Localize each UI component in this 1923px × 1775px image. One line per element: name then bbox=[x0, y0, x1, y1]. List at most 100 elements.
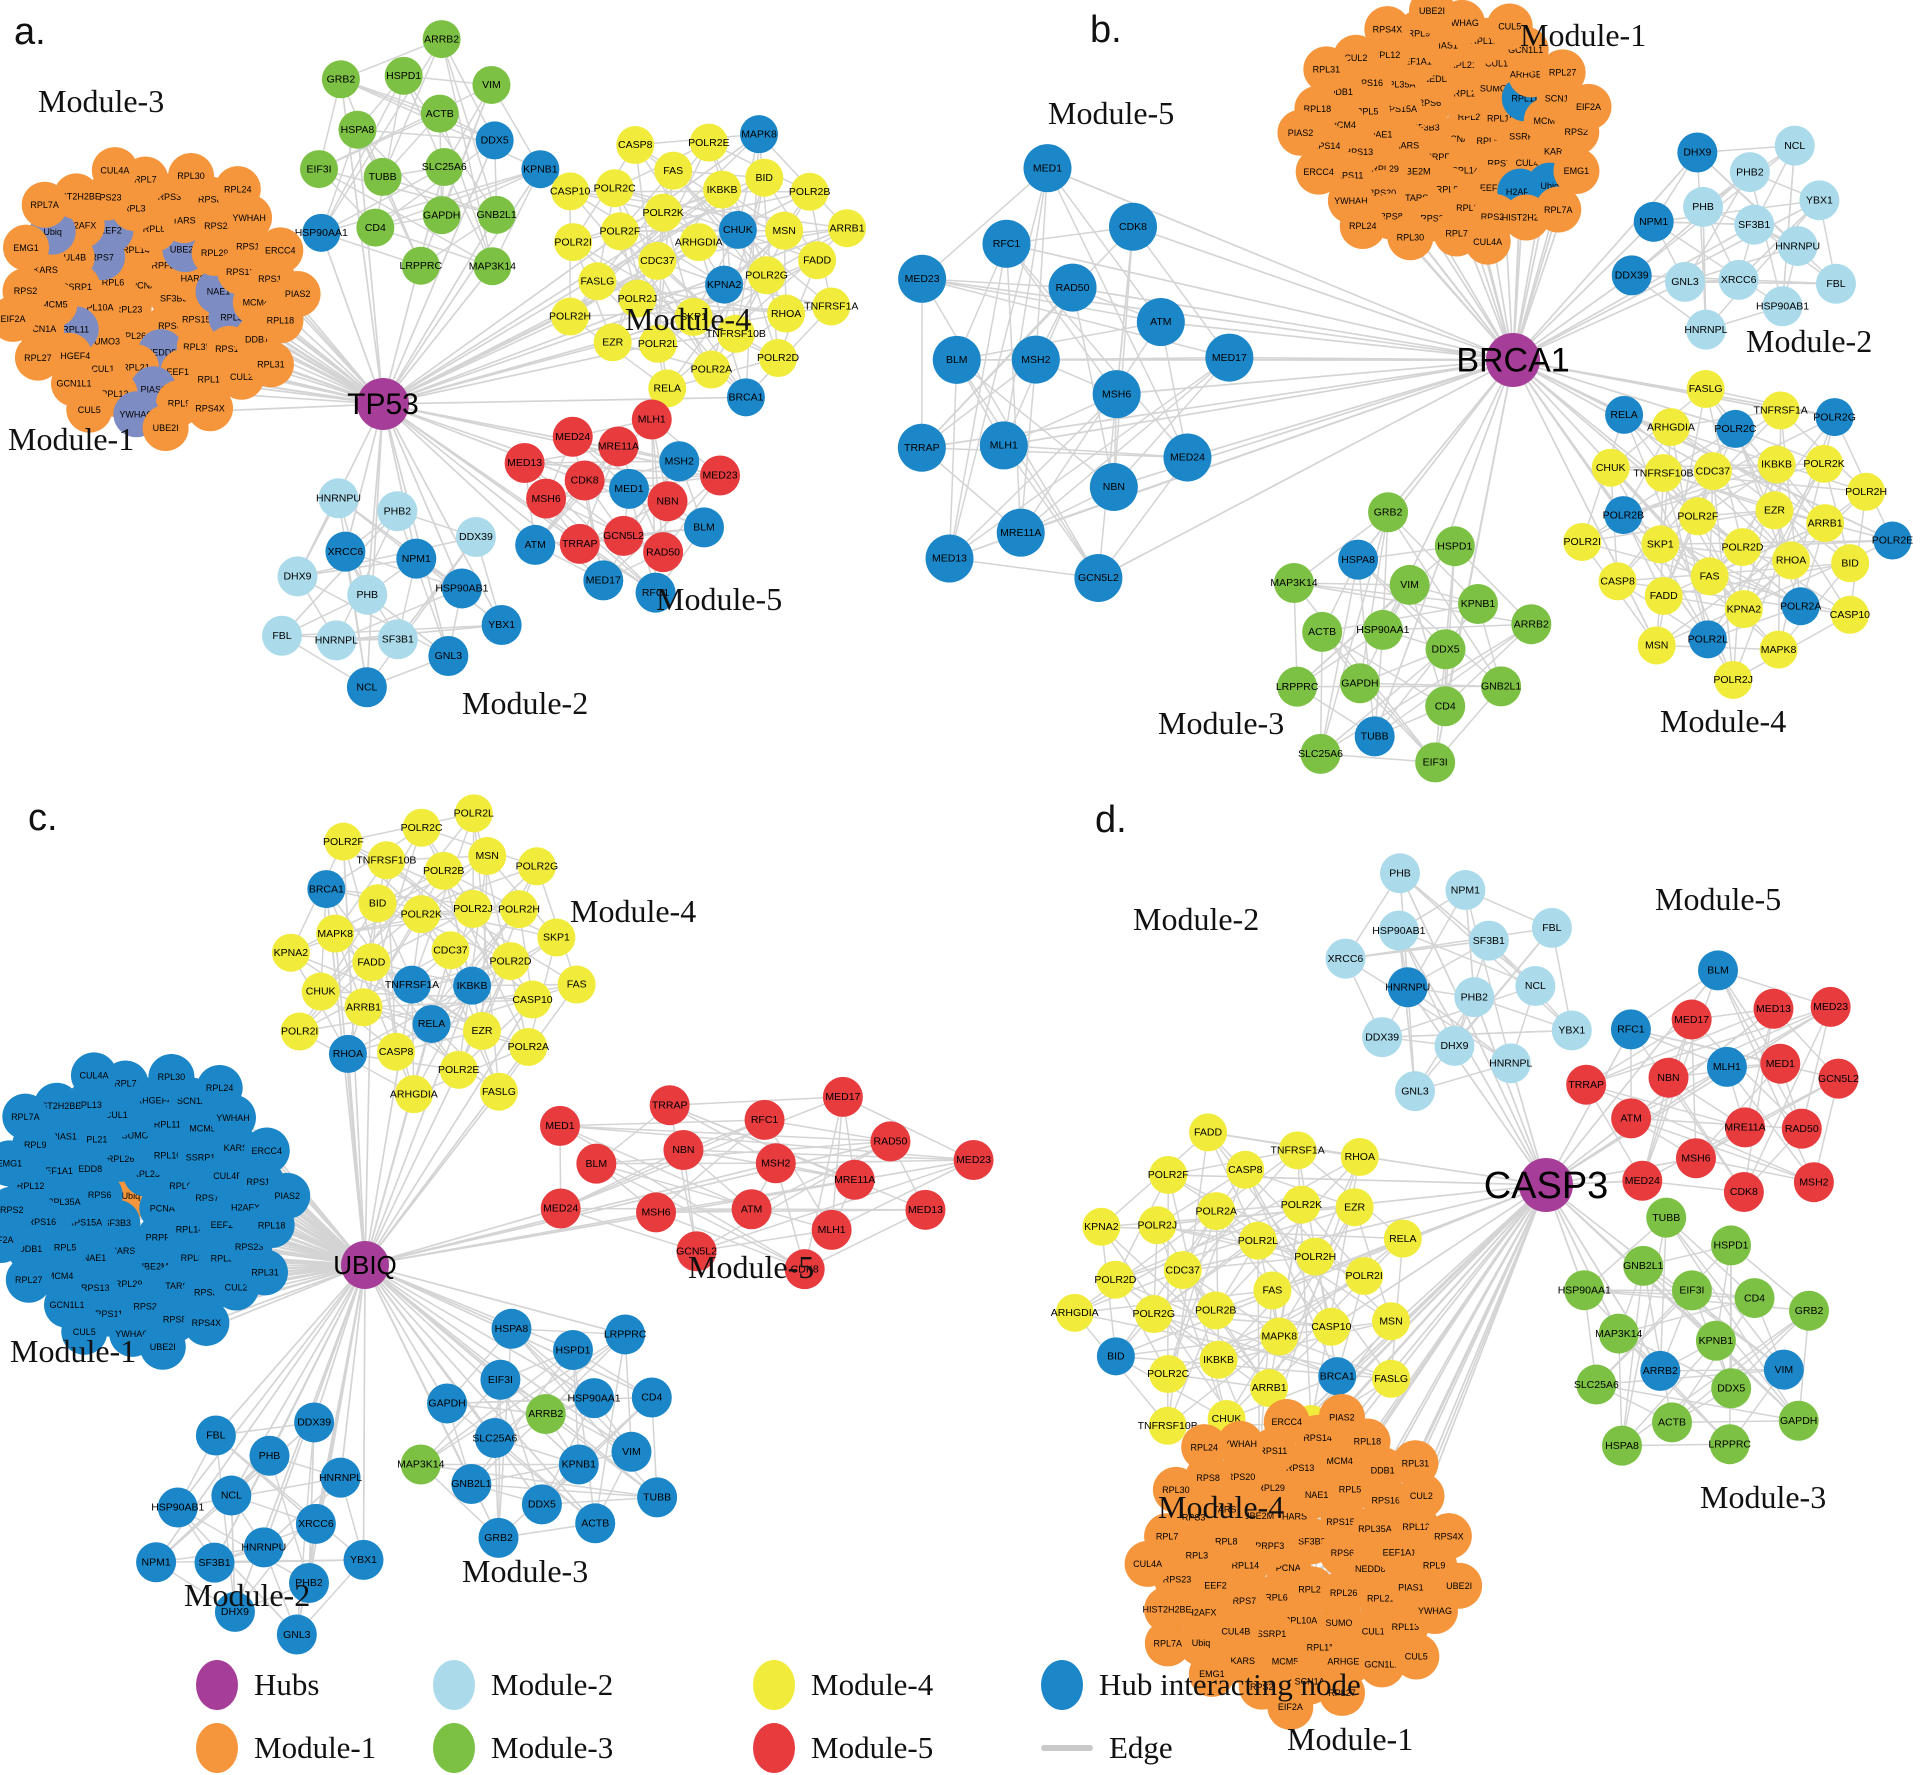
node-label-MED13: MED13 bbox=[507, 457, 542, 469]
node-label-RPL23: RPL23 bbox=[1458, 112, 1486, 122]
node-TRRAP bbox=[897, 423, 946, 472]
node-label-GCN5L2: GCN5L2 bbox=[676, 1245, 717, 1257]
node-label-BLM: BLM bbox=[693, 522, 715, 534]
node-label-NCL: NCL bbox=[1784, 140, 1805, 152]
node-CUL4A bbox=[91, 147, 138, 194]
node-label-KPNA2: KPNA2 bbox=[274, 947, 309, 959]
node-HSP90AB1 bbox=[1378, 910, 1419, 951]
node-MLH1 bbox=[979, 421, 1028, 470]
node-label-ARRB1: ARRB1 bbox=[830, 222, 865, 234]
node-label-GAPDH: GAPDH bbox=[1780, 1415, 1817, 1427]
node-label-RPS2: RPS2 bbox=[14, 286, 38, 296]
node-label-HNRNPL: HNRNPL bbox=[1489, 1058, 1532, 1070]
node-label-FASLG: FASLG bbox=[1689, 383, 1723, 395]
node-label-SF3B1: SF3B1 bbox=[198, 1557, 230, 1569]
node-label-MED24: MED24 bbox=[543, 1203, 578, 1215]
node-label-HSP90AA1: HSP90AA1 bbox=[1558, 1284, 1611, 1296]
node-EIF3I bbox=[1415, 742, 1456, 783]
node-MAP3K14 bbox=[400, 1444, 441, 1485]
node-label-Ubiq: Ubiq bbox=[1540, 181, 1559, 191]
node-ERCC4 bbox=[243, 1127, 290, 1174]
hub-node-UBIQ bbox=[341, 1241, 389, 1289]
node-label-SF3B1: SF3B1 bbox=[1473, 935, 1505, 947]
node-POLR2A bbox=[1197, 1192, 1236, 1231]
module-label-Module-1: Module-1 bbox=[8, 421, 134, 457]
node-label-MCM5: MCM5 bbox=[189, 1123, 216, 1133]
node-MED17 bbox=[1671, 999, 1712, 1040]
node-label-SCN1A: SCN1A bbox=[26, 324, 56, 334]
node-EIF2A bbox=[0, 295, 37, 342]
node-label-RPL8: RPL8 bbox=[1215, 1537, 1238, 1547]
node-label-GNL3: GNL3 bbox=[283, 1629, 311, 1641]
node-ARRB2 bbox=[1511, 604, 1552, 645]
node-CASP8 bbox=[1226, 1150, 1265, 1189]
node-label-MCM5: MCM5 bbox=[1272, 1657, 1299, 1667]
node-label-CUL4A: CUL4A bbox=[79, 1071, 108, 1081]
node-label-CUL5: CUL5 bbox=[1498, 22, 1521, 32]
node-label-RPS4X: RPS4X bbox=[195, 403, 225, 413]
node-NBN bbox=[647, 481, 688, 522]
node-DDX39 bbox=[294, 1402, 335, 1443]
panel-c: CDC37 TNFRSF1A POLR2K IKBKB FADD POLR2J RELA BI… bbox=[0, 794, 994, 1655]
node-POLR2L bbox=[1688, 620, 1727, 659]
node-label-RPL5: RPL5 bbox=[1356, 106, 1379, 116]
node-GRB2 bbox=[1789, 1290, 1830, 1331]
node-label-CUL5: CUL5 bbox=[73, 1327, 96, 1337]
node-label-Ubiq: Ubiq bbox=[122, 1191, 141, 1201]
node-SLC25A6 bbox=[474, 1418, 515, 1459]
hub-label-TP53: TP53 bbox=[347, 388, 419, 421]
node-label-YWHAH: YWHAH bbox=[216, 1113, 250, 1123]
node-VIM bbox=[611, 1431, 652, 1472]
node-label-HARS: HARS bbox=[110, 1246, 135, 1256]
node-label-PCNA: PCNA bbox=[1444, 134, 1469, 144]
node-label-RELA: RELA bbox=[418, 1018, 445, 1030]
node-label-RPL8: RPL8 bbox=[181, 1253, 204, 1263]
node-label-FBL: FBL bbox=[1542, 922, 1561, 934]
node-NPM1 bbox=[1633, 201, 1674, 242]
node-NCL bbox=[1774, 125, 1815, 166]
node-label-RPS11: RPS11 bbox=[1336, 170, 1364, 180]
node-label-ACTB: ACTB bbox=[1658, 1417, 1686, 1429]
node-label-RPL35A: RPL35A bbox=[1358, 1524, 1392, 1534]
node-POLR2A bbox=[692, 350, 731, 389]
node-DDX5 bbox=[475, 121, 514, 160]
node-SF3B1 bbox=[1468, 920, 1509, 961]
node-label-PIAS1: PIAS1 bbox=[1398, 1582, 1424, 1592]
node-label-GCN5L2: GCN5L2 bbox=[1078, 572, 1119, 584]
node-label-BRCA1: BRCA1 bbox=[309, 883, 344, 895]
node-label-Ubiq: Ubiq bbox=[43, 227, 62, 237]
node-label-RHOA: RHOA bbox=[1345, 1151, 1375, 1163]
node-label-KARS: KARS bbox=[1544, 147, 1569, 157]
node-MRE11A bbox=[996, 508, 1045, 557]
node-label-RPL11: RPL11 bbox=[62, 325, 89, 335]
node-HSPD1 bbox=[1711, 1225, 1752, 1266]
node-label-YWHAG: YWHAG bbox=[1418, 1606, 1452, 1616]
node-RELA bbox=[648, 369, 687, 408]
node-RHOA bbox=[328, 1034, 367, 1073]
node-label-PIAS2: PIAS2 bbox=[1288, 128, 1314, 138]
node-label-SLC25A6: SLC25A6 bbox=[422, 161, 467, 173]
node-label-IKBKB: IKBKB bbox=[707, 184, 738, 196]
node-label-KPNA2: KPNA2 bbox=[707, 279, 742, 291]
node-label-UBE2M: UBE2M bbox=[1243, 1511, 1274, 1521]
node-label-CDC37: CDC37 bbox=[640, 255, 675, 267]
node-CDK8 bbox=[1109, 202, 1158, 251]
node-label-KPNB1: KPNB1 bbox=[1699, 1335, 1734, 1347]
node-label-RPL3: RPL3 bbox=[1456, 203, 1479, 213]
node-label-CUL1: CUL1 bbox=[91, 364, 114, 374]
node-label-TARS: TARS bbox=[1213, 1504, 1236, 1514]
node-MED13 bbox=[504, 442, 545, 483]
node-CASP8 bbox=[377, 1032, 416, 1071]
node-BID bbox=[358, 884, 397, 923]
node-label-RPS20: RPS20 bbox=[1368, 188, 1397, 198]
module-label-Module-1: Module-1 bbox=[10, 1333, 136, 1369]
node-label-CDK8: CDK8 bbox=[1730, 1186, 1758, 1198]
node-label-UBE2M: UBE2M bbox=[1399, 167, 1430, 177]
node-FBL bbox=[195, 1415, 236, 1456]
node-CUL5 bbox=[1486, 3, 1533, 50]
node-KPNB1 bbox=[558, 1444, 599, 1485]
node-label-EZR: EZR bbox=[1764, 504, 1785, 516]
node-label-CUL1: CUL1 bbox=[1362, 1627, 1385, 1637]
node-label-RFC1: RFC1 bbox=[751, 1114, 779, 1126]
node-label-EMG1: EMG1 bbox=[0, 1159, 22, 1169]
